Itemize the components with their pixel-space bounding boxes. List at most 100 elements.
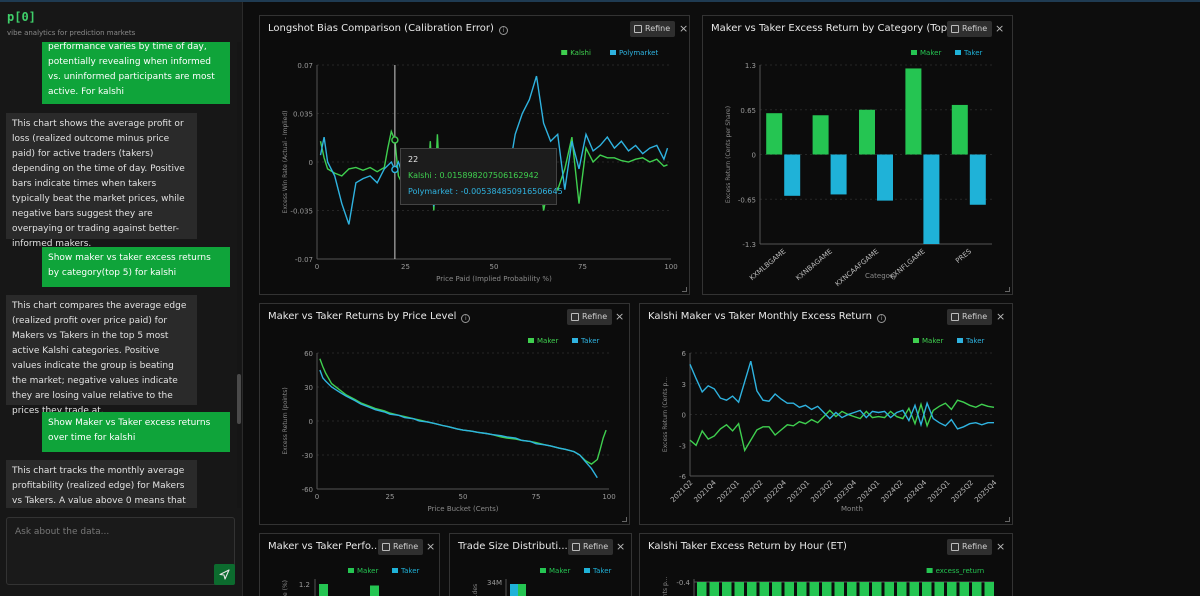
legend-swatch xyxy=(392,568,398,573)
refine-button[interactable]: Refine xyxy=(947,309,993,325)
x-axis-label: Category xyxy=(865,272,897,280)
y-tick-label: 1.2 xyxy=(299,581,310,589)
price-level-panel: Maker vs Taker Returns by Price Level i R… xyxy=(259,303,630,525)
trade-size-chart[interactable]: 34M ...des Taker Maker xyxy=(450,534,633,596)
x-tick-label: KXNCAAFGAME xyxy=(834,247,880,288)
chat-scrollbar-thumb[interactable] xyxy=(237,374,241,424)
refine-button[interactable]: Refine xyxy=(567,309,613,325)
bar-excess-return xyxy=(972,582,982,596)
y-tick-label: 0.07 xyxy=(297,62,313,70)
bar-excess-return xyxy=(822,582,832,596)
x-axis-label: Price Bucket (Cents) xyxy=(428,505,499,513)
bar-taker xyxy=(510,584,518,596)
chat-message-user: performance varies by time of day, poten… xyxy=(42,42,230,104)
x-tick-label: 75 xyxy=(578,263,587,271)
y-tick-label: 0.035 xyxy=(293,111,313,119)
bar-maker xyxy=(518,584,526,596)
y-tick-label: -3 xyxy=(679,442,686,450)
info-icon[interactable]: i xyxy=(876,314,886,323)
legend-label: Taker xyxy=(580,337,600,345)
resize-handle[interactable] xyxy=(1005,287,1010,292)
x-tick-label: 50 xyxy=(490,263,499,271)
legend-swatch xyxy=(572,338,578,343)
hover-point-kalshi xyxy=(391,136,399,144)
y-axis-label: ...des xyxy=(472,584,479,596)
bar-excess-return xyxy=(722,582,732,596)
y-tick-label: 30 xyxy=(304,384,313,392)
edit-icon xyxy=(634,25,642,33)
info-icon[interactable]: i xyxy=(461,314,471,323)
resize-handle[interactable] xyxy=(682,287,687,292)
resize-handle[interactable] xyxy=(1005,517,1010,522)
bar-excess-return xyxy=(859,582,869,596)
close-panel-button[interactable]: × xyxy=(996,540,1006,553)
legend-swatch xyxy=(911,50,917,55)
close-panel-button[interactable]: × xyxy=(615,310,625,323)
legend-swatch xyxy=(348,568,354,573)
panel-title: Kalshi Taker Excess Return by Hour (ET) xyxy=(648,541,847,552)
hourly-returns-panel: Kalshi Taker Excess Return by Hour (ET) … xyxy=(639,533,1013,596)
refine-button[interactable]: Refine xyxy=(947,21,993,37)
y-tick-label: -60 xyxy=(302,486,313,494)
close-panel-button[interactable]: × xyxy=(995,22,1005,35)
monthly-chart[interactable]: 630-3-62021Q22021Q42022Q12022Q22022Q4202… xyxy=(640,304,1014,526)
bar-excess-return xyxy=(872,582,882,596)
tooltip-kalshi-value: Kalshi : 0.015898207506162942 xyxy=(408,171,539,180)
send-button[interactable] xyxy=(214,564,235,585)
legend-swatch xyxy=(610,50,616,55)
bar-maker xyxy=(951,104,968,155)
refine-button[interactable]: Refine xyxy=(568,539,614,555)
y-tick-label: 6 xyxy=(682,350,687,358)
resize-handle[interactable] xyxy=(622,517,627,522)
close-panel-button[interactable]: × xyxy=(996,310,1006,323)
bar-excess-return xyxy=(984,582,994,596)
bar-excess-return xyxy=(809,582,819,596)
bar-excess-return xyxy=(847,582,857,596)
legend-swatch xyxy=(528,338,534,343)
y-tick-label: 0 xyxy=(309,159,313,167)
legend-swatch xyxy=(957,338,963,343)
performance-panel: Maker vs Taker Perfo...i Refine × 1.2...… xyxy=(259,533,440,596)
legend-label: Maker xyxy=(922,337,943,345)
y-tick-label: 3 xyxy=(682,381,686,389)
bar-maker xyxy=(812,115,829,155)
bar-taker xyxy=(923,154,940,244)
bar-excess-return xyxy=(884,582,894,596)
legend-swatch xyxy=(561,50,568,55)
chat-message-user: Show maker vs taker excess returns by ca… xyxy=(42,247,230,287)
info-icon[interactable]: i xyxy=(498,26,508,35)
refine-button[interactable]: Refine xyxy=(947,539,993,555)
close-panel-button[interactable]: × xyxy=(679,22,689,35)
y-tick-label: -30 xyxy=(302,452,313,460)
legend-swatch xyxy=(584,568,590,573)
x-tick-label: 2024Q1 xyxy=(856,479,881,504)
legend-label: Taker xyxy=(400,567,420,575)
y-axis-label: Excess Win Rate (Actual - Implied) xyxy=(282,111,289,214)
refine-button[interactable]: Refine xyxy=(378,539,424,555)
legend-swatch xyxy=(913,338,919,343)
edit-icon xyxy=(572,543,580,551)
series-line-taker xyxy=(319,369,598,479)
panel-title: Kalshi Maker vs Taker Monthly Excess Ret… xyxy=(648,311,872,322)
x-tick-label: 50 xyxy=(459,493,468,501)
bar-taker xyxy=(877,154,893,201)
chat-scrollbar-track[interactable] xyxy=(237,42,241,508)
y-tick-label: 60 xyxy=(304,350,313,358)
x-tick-label: 2023Q1 xyxy=(786,479,811,504)
performance-chart[interactable]: 1.2 ...te (%) Taker Maker xyxy=(260,534,441,596)
refine-button[interactable]: Refine xyxy=(630,21,676,37)
close-panel-button[interactable]: × xyxy=(426,540,436,553)
chat-input[interactable]: Ask about the data... xyxy=(6,517,235,585)
chat-history[interactable]: performance varies by time of day, poten… xyxy=(0,42,236,508)
trade-size-panel: Trade Size Distributi...i Refine × 34M..… xyxy=(449,533,632,596)
category-returns-panel: Maker vs Taker Excess Return by Category… xyxy=(702,15,1013,295)
y-tick-label: 0 xyxy=(309,418,313,426)
close-panel-button[interactable]: × xyxy=(616,540,626,553)
chat-message-assistant: This chart shows the average profit or l… xyxy=(6,113,197,249)
edit-icon xyxy=(951,25,959,33)
hourly-chart[interactable]: -0.4 (Cents p... excess_return xyxy=(640,534,1014,596)
panel-title: Maker vs Taker Returns by Price Level xyxy=(268,311,457,322)
chart-tooltip: 22 Kalshi : 0.015898207506162942 Polymar… xyxy=(400,148,563,205)
